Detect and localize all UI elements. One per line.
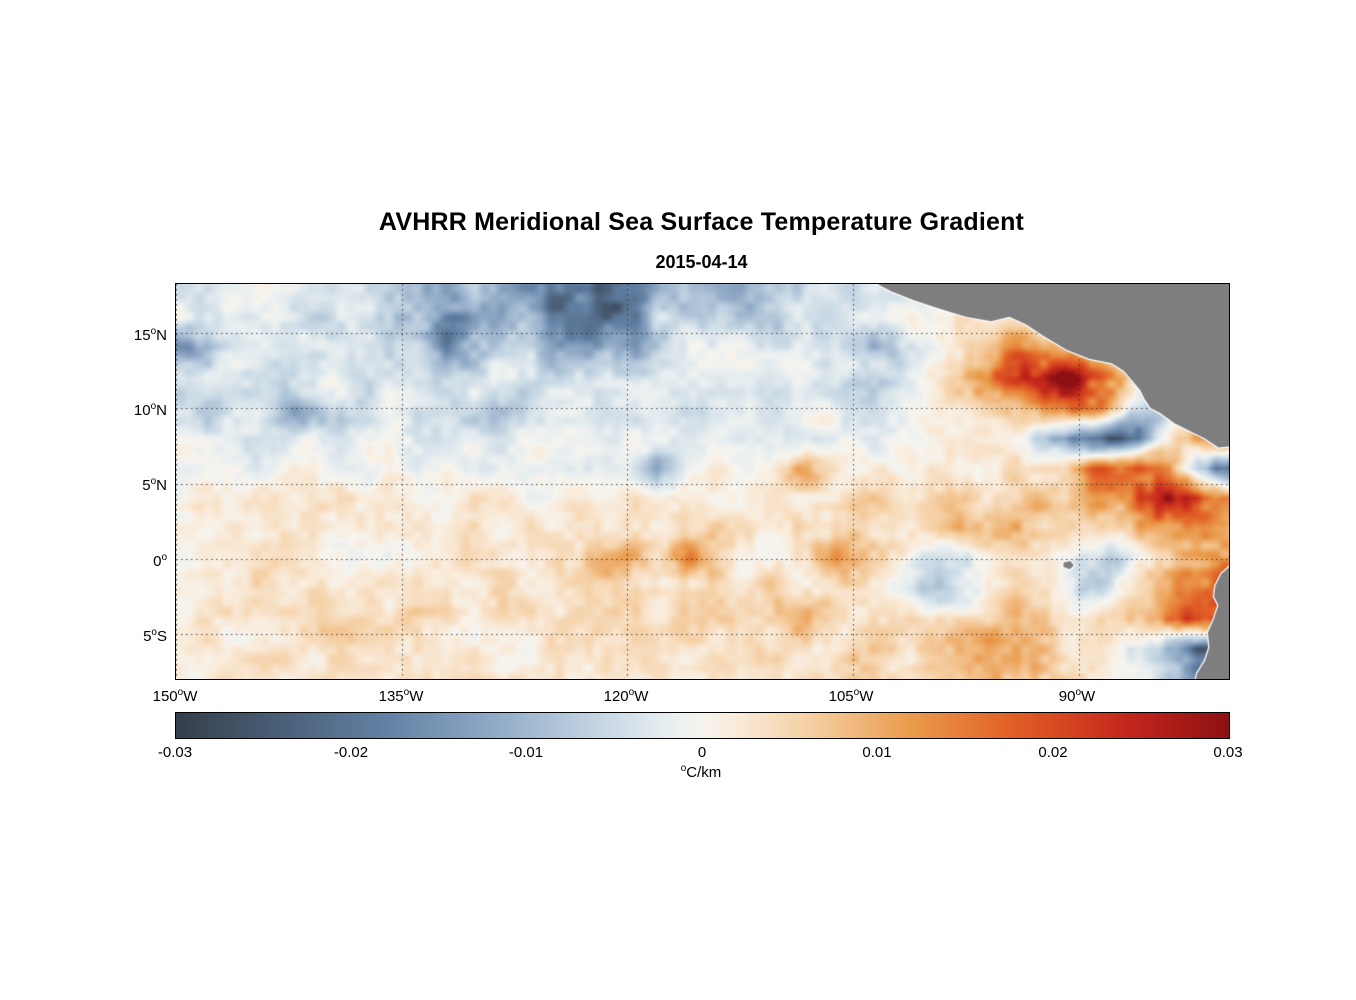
colorbar-tick: 0.02 [1038, 744, 1068, 761]
colorbar-tick: -0.02 [333, 744, 369, 761]
lon-tick-90w: 90oW [1058, 687, 1096, 705]
colorbar-unit-label: oC/km [680, 763, 722, 781]
colorbar-tick: 0.01 [862, 744, 892, 761]
colorbar-tick: 0 [697, 744, 707, 761]
lat-tick-15n: 15oN [133, 326, 167, 344]
map-axes [175, 283, 1230, 680]
lat-tick-10n: 10oN [133, 401, 167, 419]
chart-subtitle: 2015-04-14 [655, 252, 748, 272]
colorbar [175, 712, 1230, 739]
colorbar-tick: -0.03 [157, 744, 193, 761]
lat-tick-5n: 5oN [142, 476, 167, 494]
lon-tick-135w: 135oW [378, 687, 424, 705]
lon-tick-105w: 105oW [828, 687, 874, 705]
sst-gradient-heatmap [176, 284, 1229, 679]
colorbar-tick: -0.01 [508, 744, 544, 761]
chart-title: AVHRR Meridional Sea Surface Temperature… [378, 208, 1025, 236]
lon-tick-150w: 150oW [152, 687, 198, 705]
lon-tick-120w: 120oW [603, 687, 649, 705]
lat-tick-0: 0o [153, 552, 167, 570]
lat-tick-5s: 5oS [143, 627, 167, 645]
colorbar-tick: 0.03 [1213, 744, 1243, 761]
